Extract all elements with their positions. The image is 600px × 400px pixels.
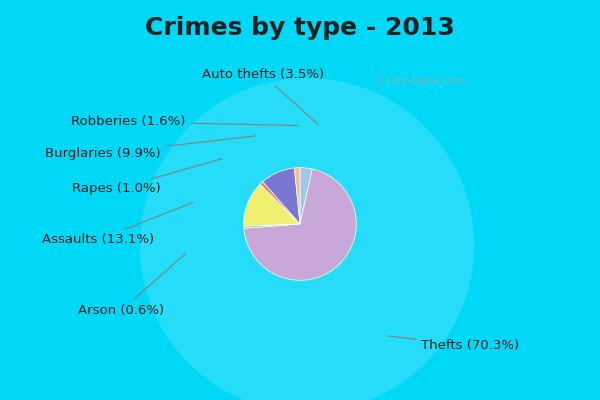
- Wedge shape: [263, 168, 300, 224]
- Text: Arson (0.6%): Arson (0.6%): [79, 254, 185, 317]
- Wedge shape: [260, 182, 300, 224]
- Ellipse shape: [140, 78, 474, 400]
- Text: Auto thefts (3.5%): Auto thefts (3.5%): [202, 68, 324, 124]
- Text: ⓘ City-Data.com: ⓘ City-Data.com: [376, 76, 466, 86]
- Text: Burglaries (9.9%): Burglaries (9.9%): [46, 136, 256, 160]
- Wedge shape: [295, 168, 300, 224]
- Text: Robberies (1.6%): Robberies (1.6%): [71, 116, 298, 128]
- Wedge shape: [300, 168, 312, 224]
- Text: Thefts (70.3%): Thefts (70.3%): [388, 336, 520, 352]
- Text: Crimes by type - 2013: Crimes by type - 2013: [145, 16, 455, 40]
- Text: Rapes (1.0%): Rapes (1.0%): [72, 159, 223, 195]
- Wedge shape: [244, 224, 300, 228]
- Wedge shape: [244, 169, 356, 280]
- Wedge shape: [244, 184, 300, 226]
- Text: Assaults (13.1%): Assaults (13.1%): [42, 202, 193, 246]
